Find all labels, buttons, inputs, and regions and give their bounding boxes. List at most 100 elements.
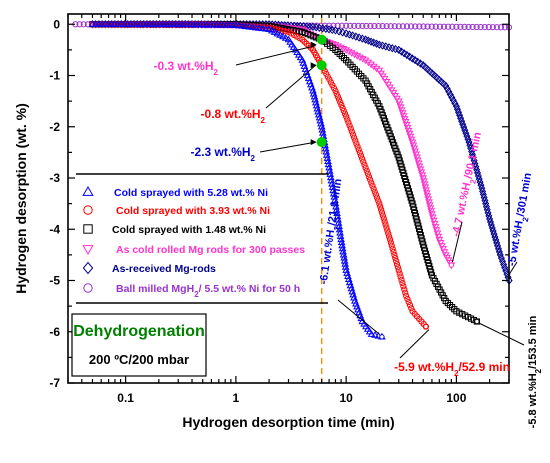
data-point [498,257,507,266]
data-point [279,32,287,40]
data-point [493,24,500,31]
data-point [404,295,411,303]
data-point [395,23,402,30]
data-point [341,259,349,267]
data-point [433,230,442,238]
data-point [335,96,343,103]
data-point [358,56,367,63]
data-point [474,168,482,178]
data-point [470,156,478,165]
data-point [401,286,408,293]
data-point [471,159,479,168]
data-point [388,242,395,249]
guide-marker-dot [316,34,327,45]
data-point [321,144,330,152]
data-point [473,23,480,31]
data-point [497,24,505,31]
data-point [341,263,350,270]
data-point [403,23,411,30]
data-point [443,84,451,93]
data-point [414,219,421,226]
data-point [472,162,480,171]
data-point [429,214,437,222]
annotation-end-b: -5.9 wt.%H2/52.9 min [394,360,510,378]
data-point [350,51,359,59]
series-end-point [448,262,455,268]
data-point [449,23,456,30]
data-point [353,140,360,147]
series-end-point [423,323,429,330]
data-point [376,200,383,207]
data-point [378,209,386,216]
data-point [367,176,374,183]
data-point [496,250,504,260]
annotation-arrow [506,261,518,278]
data-point [415,222,422,229]
data-point [356,54,364,62]
data-point [445,23,452,30]
data-point [399,279,406,287]
data-point [278,27,286,34]
data-point [482,202,490,211]
data-point [342,47,351,54]
data-point [477,181,485,190]
x-tick-label: 10 [339,391,353,405]
data-point [458,117,466,126]
data-point [408,23,415,30]
data-point [375,23,382,30]
data-point [76,21,83,28]
data-point [385,230,392,237]
condition-value: 200 ºC/200 mbar [89,352,189,367]
data-point [412,23,419,30]
annotation-arrow [399,329,430,359]
data-point [495,247,503,257]
annotation-2-3: -2.3 wt.%H2 [191,145,256,163]
x-tick-label: 100 [446,391,466,405]
data-point [375,197,382,204]
legend-marker [82,261,94,275]
data-point [406,302,414,309]
data-point [362,164,369,171]
data-point [372,191,379,198]
annotation-arrow [265,64,317,109]
data-point [322,147,331,155]
data-point [494,244,503,254]
data-point [475,174,483,184]
data-point [270,28,279,35]
guide-marker-dot [316,60,327,71]
data-point [389,245,396,252]
data-point [456,111,464,120]
data-point [460,123,468,132]
data-point [345,119,352,126]
data-point [273,29,282,37]
series-end-point [474,318,480,325]
data-point [451,99,459,108]
data-point [337,99,344,106]
y-axis-title: Hydrogen desorption (wt. %) [13,103,29,294]
data-point [393,257,400,265]
data-point [336,232,345,239]
data-point [463,131,471,141]
data-point [408,305,415,312]
data-point [449,96,457,105]
legend-marker [83,283,93,293]
y-tick-label: 0 [53,17,60,31]
data-point [478,184,486,193]
data-point [481,23,488,31]
data-point [479,187,487,196]
data-point [332,202,340,210]
data-point [457,114,465,123]
arrow-head [310,62,317,69]
data-point [416,228,424,236]
data-point [474,171,482,181]
data-point [457,23,464,30]
x-axis-title: Hydrogen desorption time (min) [182,414,394,430]
data-point [347,125,354,132]
data-point [489,24,496,31]
legend-entry: Cold sprayed with 5.28 wt.% Ni [114,187,268,199]
data-point [390,248,397,255]
data-point [442,81,450,90]
data-point [281,34,290,41]
data-point [493,238,501,248]
data-point [490,229,498,239]
